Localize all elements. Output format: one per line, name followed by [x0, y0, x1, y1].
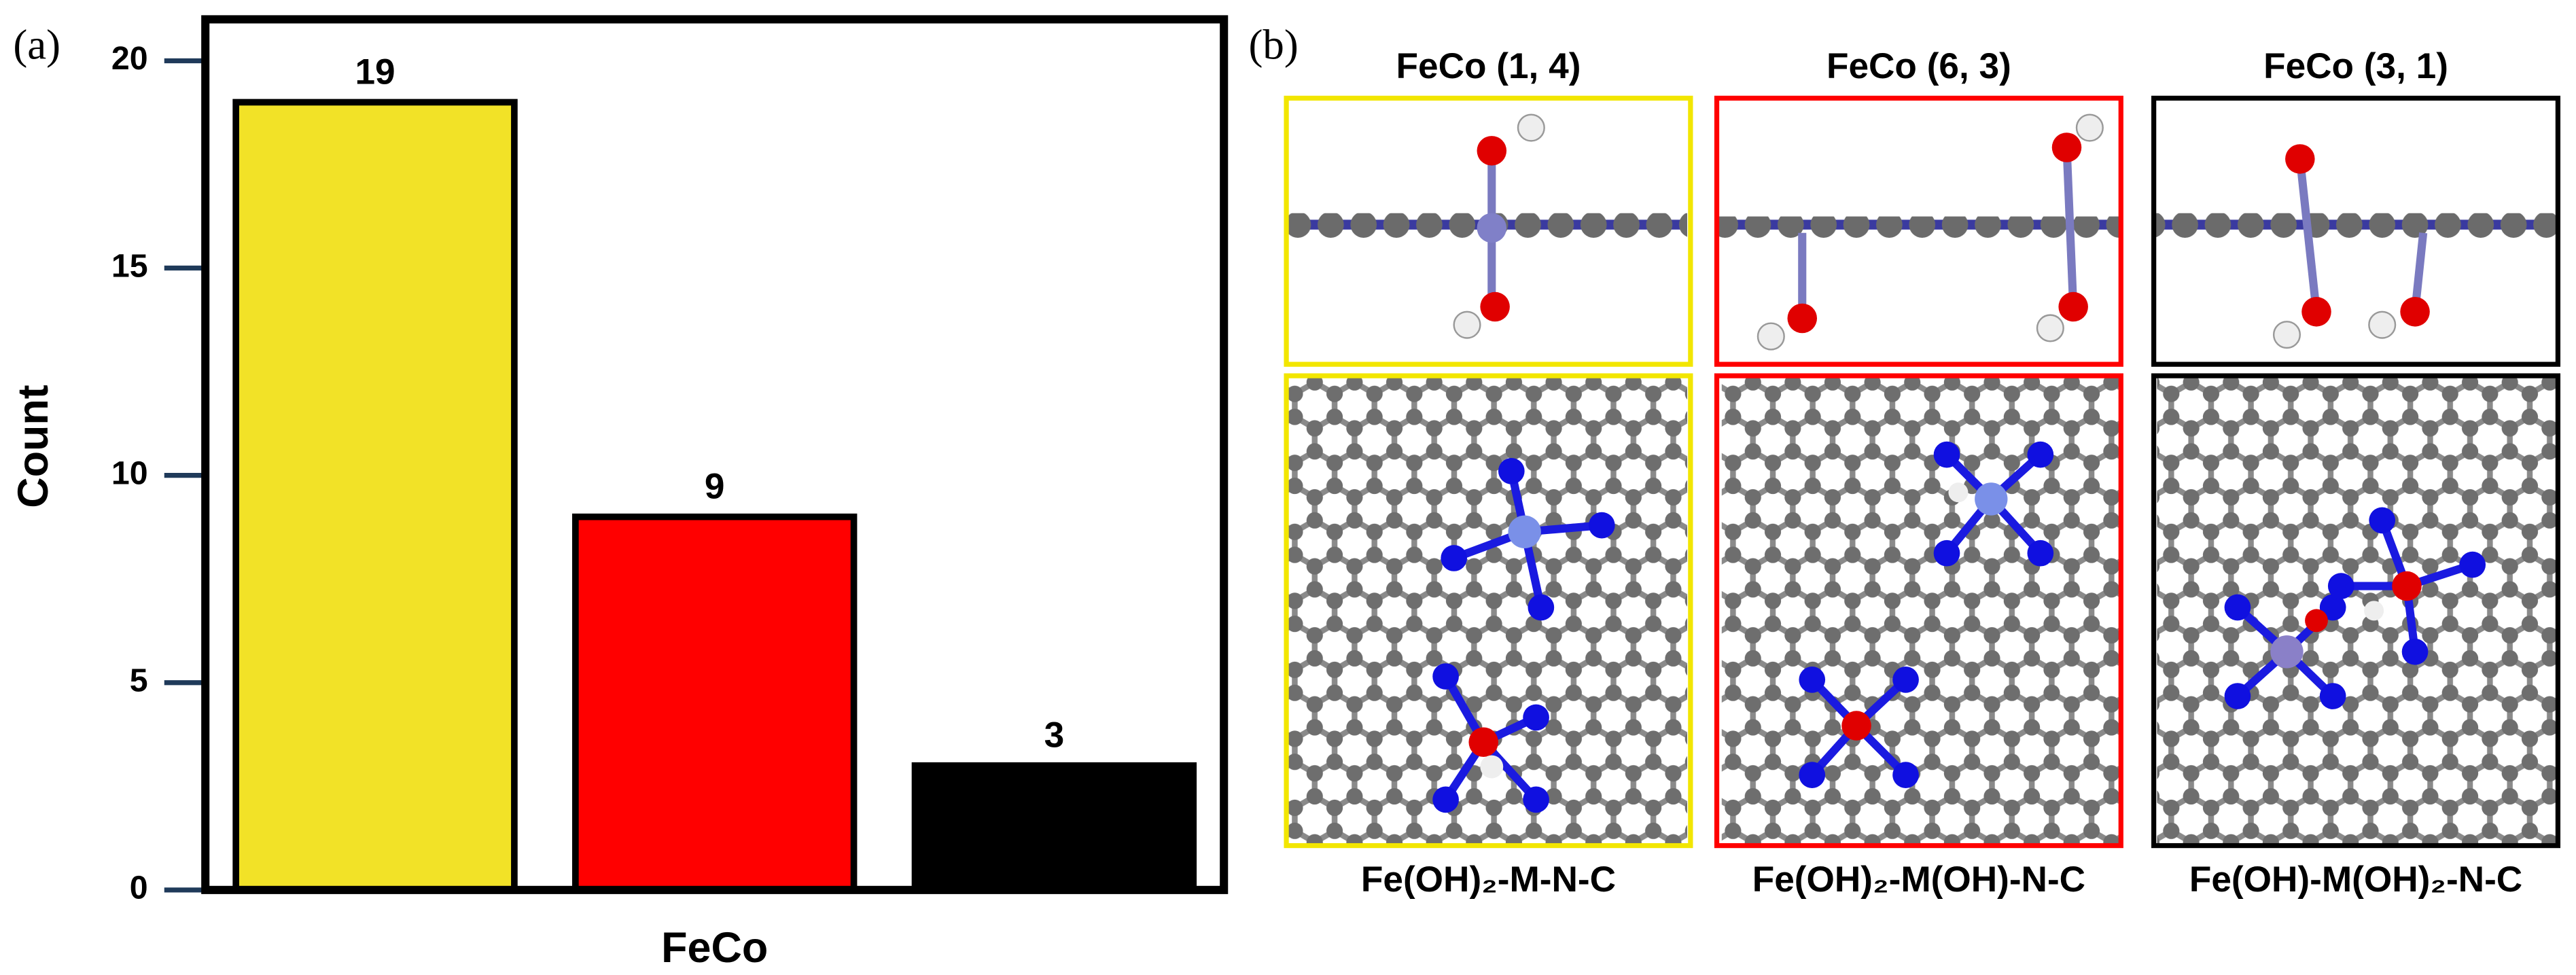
bar	[911, 762, 1197, 893]
bar	[232, 99, 518, 893]
structure-caption: Fe(OH)₂-M(OH)-N-C	[1752, 859, 2085, 900]
structure-caption: Fe(OH)-M(OH)₂-N-C	[2189, 859, 2522, 900]
side-view-frame	[1714, 95, 2123, 367]
y-tick-label: 5	[130, 662, 148, 699]
top-view-frame	[1284, 373, 1693, 849]
structure-title: FeCo (6, 3)	[1827, 46, 2011, 86]
bar	[572, 513, 858, 893]
value-label: 19	[355, 52, 395, 92]
side-view-frame	[2151, 95, 2561, 367]
plot-frame	[201, 15, 1229, 894]
value-label: 9	[705, 467, 725, 507]
side-view-frame	[1284, 95, 1693, 367]
structure-title: FeCo (3, 1)	[2263, 46, 2448, 86]
y-tick-label: 20	[111, 40, 148, 77]
y-axis-label: Count	[10, 385, 57, 508]
structure-title: FeCo (1, 4)	[1396, 46, 1581, 86]
molecule-illustrations	[1288, 113, 2558, 845]
structure-caption: Fe(OH)₂-M-N-C	[1361, 859, 1616, 900]
y-tick-label: 10	[111, 455, 148, 491]
top-view-frame	[2151, 373, 2561, 849]
y-tick-label: 0	[130, 870, 148, 906]
panel-label: (b)	[1248, 20, 1298, 68]
y-tick-label: 15	[111, 247, 148, 284]
x-axis-label: FeCo	[661, 924, 768, 972]
top-view-frame	[1714, 373, 2123, 849]
panel-label: (a)	[13, 20, 60, 68]
value-label: 3	[1044, 715, 1065, 756]
